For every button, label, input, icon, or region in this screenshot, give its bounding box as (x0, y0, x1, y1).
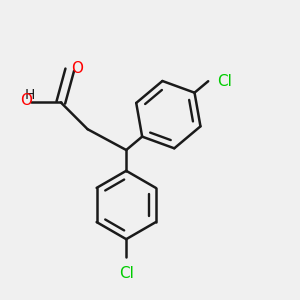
Text: Cl: Cl (217, 74, 232, 89)
Text: Cl: Cl (119, 266, 134, 281)
Text: O: O (21, 94, 33, 109)
Text: H: H (24, 88, 35, 102)
Text: O: O (71, 61, 83, 76)
